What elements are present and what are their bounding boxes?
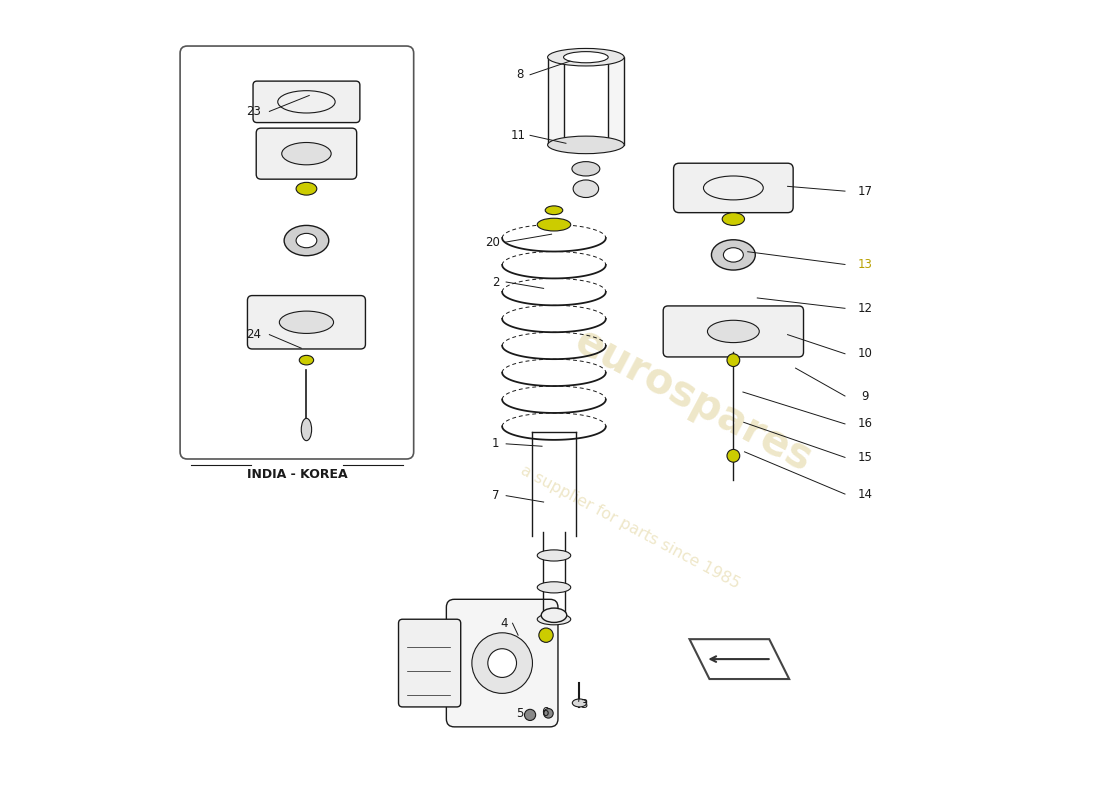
Text: 1: 1 <box>492 438 499 450</box>
FancyBboxPatch shape <box>673 163 793 213</box>
FancyBboxPatch shape <box>398 619 461 707</box>
Circle shape <box>525 710 536 721</box>
Ellipse shape <box>296 234 317 248</box>
Ellipse shape <box>537 218 571 231</box>
Ellipse shape <box>546 206 563 214</box>
Text: 11: 11 <box>510 129 526 142</box>
Text: 9: 9 <box>861 390 869 402</box>
FancyBboxPatch shape <box>253 81 360 122</box>
Text: 17: 17 <box>857 185 872 198</box>
Ellipse shape <box>541 608 567 622</box>
Text: 4: 4 <box>500 617 507 630</box>
Ellipse shape <box>537 614 571 625</box>
FancyBboxPatch shape <box>663 306 803 357</box>
Ellipse shape <box>299 355 314 365</box>
Text: 10: 10 <box>858 347 872 360</box>
Text: INDIA - KOREA: INDIA - KOREA <box>246 468 348 481</box>
Ellipse shape <box>282 142 331 165</box>
Ellipse shape <box>572 162 600 176</box>
Text: 24: 24 <box>246 328 261 341</box>
Polygon shape <box>690 639 789 679</box>
Circle shape <box>727 354 739 366</box>
FancyBboxPatch shape <box>248 295 365 349</box>
Text: 8: 8 <box>516 68 524 82</box>
Circle shape <box>727 450 739 462</box>
Text: 5: 5 <box>516 707 524 720</box>
Ellipse shape <box>572 699 586 707</box>
Text: 14: 14 <box>857 487 872 501</box>
Text: 20: 20 <box>485 236 501 249</box>
Ellipse shape <box>537 550 571 561</box>
Text: a supplier for parts since 1985: a supplier for parts since 1985 <box>518 463 741 592</box>
Ellipse shape <box>537 582 571 593</box>
Circle shape <box>539 628 553 642</box>
Ellipse shape <box>707 320 759 342</box>
Ellipse shape <box>301 418 311 441</box>
Text: 23: 23 <box>246 105 261 118</box>
FancyBboxPatch shape <box>256 128 356 179</box>
Polygon shape <box>548 57 624 145</box>
FancyBboxPatch shape <box>447 599 558 727</box>
Text: 13: 13 <box>858 258 872 271</box>
Ellipse shape <box>296 182 317 195</box>
Ellipse shape <box>724 248 744 262</box>
Circle shape <box>472 633 532 694</box>
Ellipse shape <box>563 52 608 62</box>
Circle shape <box>487 649 517 678</box>
FancyBboxPatch shape <box>180 46 414 459</box>
Ellipse shape <box>712 240 756 270</box>
Text: 2: 2 <box>492 275 499 289</box>
Ellipse shape <box>548 136 624 154</box>
Ellipse shape <box>723 213 745 226</box>
Text: 12: 12 <box>857 302 872 315</box>
Ellipse shape <box>573 180 598 198</box>
Ellipse shape <box>284 226 329 256</box>
Ellipse shape <box>548 49 624 66</box>
Text: 6: 6 <box>541 706 549 719</box>
Text: 7: 7 <box>492 489 499 502</box>
Ellipse shape <box>279 311 333 334</box>
Circle shape <box>543 709 553 718</box>
Text: 15: 15 <box>858 451 872 464</box>
Text: 3: 3 <box>581 698 589 711</box>
Text: 16: 16 <box>857 418 872 430</box>
Text: eurospares: eurospares <box>568 320 820 480</box>
